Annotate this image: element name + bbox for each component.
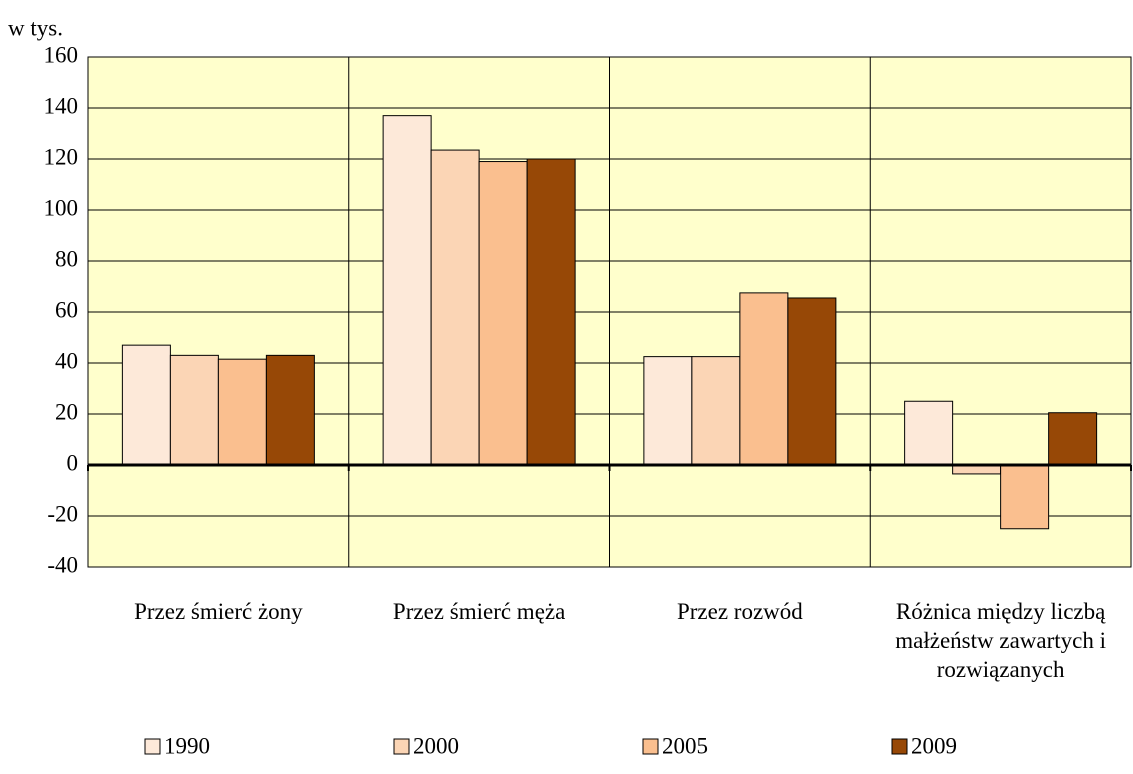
- bar: [691, 356, 741, 466]
- legend-label: 2005: [662, 733, 708, 758]
- y-tick-label: 20: [55, 399, 78, 424]
- y-tick-label: -40: [47, 552, 78, 577]
- bar: [265, 354, 315, 466]
- x-tick-label: Przez rozwód: [676, 599, 803, 624]
- bar: [169, 354, 219, 466]
- y-tick-label: 100: [44, 195, 79, 220]
- legend-swatch: [393, 738, 410, 755]
- y-tick-label: 80: [55, 246, 78, 271]
- legend-swatch: [144, 738, 161, 755]
- x-tick-label: Różnica między liczbą małżeństw zawartyc…: [895, 599, 1106, 682]
- y-tick-label: 0: [67, 450, 79, 475]
- y-axis-label: w tys.: [8, 15, 63, 40]
- bar: [1048, 412, 1098, 466]
- bar: [382, 115, 432, 466]
- bar: [526, 158, 576, 466]
- legend-swatch: [642, 738, 659, 755]
- y-tick-label: 60: [55, 297, 78, 322]
- bar: [217, 358, 267, 466]
- bar: [121, 344, 171, 466]
- legend-label: 2009: [911, 733, 957, 758]
- x-tick-label: Przez śmierć męża: [392, 599, 566, 624]
- x-tick-label: Przez śmierć żony: [134, 599, 303, 624]
- y-tick-label: 140: [44, 93, 79, 118]
- y-tick-label: 120: [44, 144, 79, 169]
- y-tick-label: 160: [44, 42, 79, 67]
- legend-label: 1990: [164, 733, 210, 758]
- bar: [904, 400, 954, 466]
- legend-swatch: [891, 738, 908, 755]
- bar: [739, 292, 789, 466]
- y-tick-label: -20: [47, 501, 78, 526]
- bar: [643, 356, 693, 466]
- bar: [478, 161, 528, 466]
- bar: [787, 297, 837, 466]
- plot-border: [87, 56, 1132, 568]
- bar: [430, 149, 480, 466]
- bar: [1000, 464, 1050, 530]
- legend-label: 2000: [413, 733, 459, 758]
- y-tick-label: 40: [55, 348, 78, 373]
